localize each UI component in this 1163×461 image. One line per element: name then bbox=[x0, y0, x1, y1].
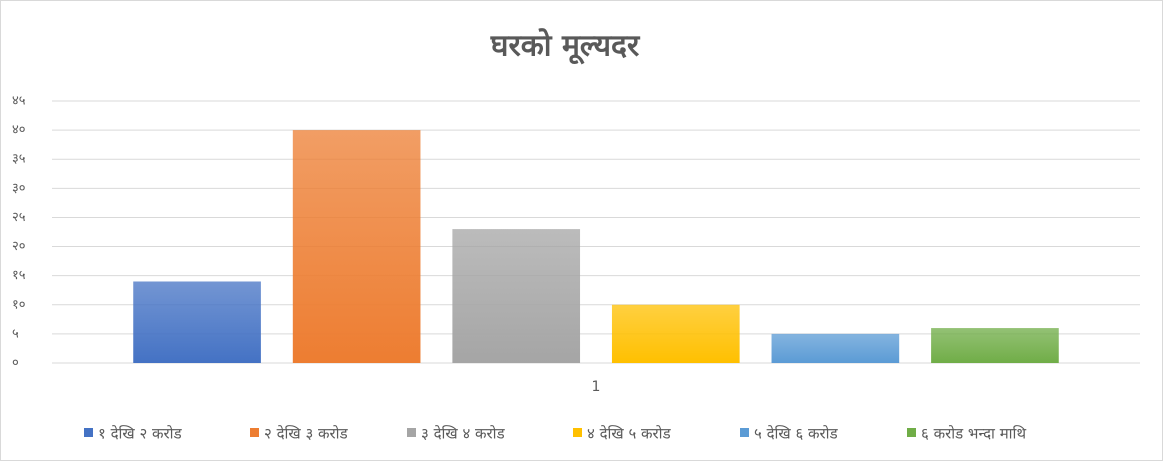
bar bbox=[452, 229, 581, 363]
y-tick-label: ५ bbox=[12, 326, 19, 341]
legend-label: ३ देखि ४ करोड bbox=[421, 425, 506, 443]
legend-marker bbox=[250, 428, 259, 437]
y-tick-label: ४५ bbox=[12, 94, 26, 109]
y-tick-label: २० bbox=[12, 239, 26, 254]
bar bbox=[931, 328, 1059, 363]
bar bbox=[133, 281, 261, 363]
bar bbox=[771, 333, 900, 363]
legend-label: ४ देखि ५ करोड bbox=[587, 425, 672, 443]
y-tick-label: १५ bbox=[12, 268, 26, 283]
legend-label: ५ देखि ६ करोड bbox=[754, 425, 839, 443]
y-tick-label: ३० bbox=[12, 181, 26, 196]
y-tick-label: ० bbox=[12, 356, 19, 371]
legend-marker bbox=[740, 428, 749, 437]
legend-marker bbox=[907, 428, 916, 437]
legend-label: १ देखि २ करोड bbox=[98, 425, 183, 443]
x-tick-label: 1 bbox=[592, 379, 601, 395]
legend-marker bbox=[84, 428, 93, 437]
y-tick-label: २५ bbox=[12, 210, 26, 225]
legend-label: ६ करोड भन्दा माथि bbox=[921, 425, 1026, 443]
legend-marker bbox=[573, 428, 582, 437]
legend-label: २ देखि ३ करोड bbox=[264, 425, 349, 443]
y-tick-label: १० bbox=[12, 297, 26, 312]
y-tick-label: ३५ bbox=[12, 152, 26, 167]
bar bbox=[292, 130, 421, 363]
chart-title: घरको मूल्यदर bbox=[490, 28, 641, 65]
y-tick-label: ४० bbox=[12, 123, 26, 138]
legend-marker bbox=[407, 428, 416, 437]
bar bbox=[611, 304, 740, 363]
